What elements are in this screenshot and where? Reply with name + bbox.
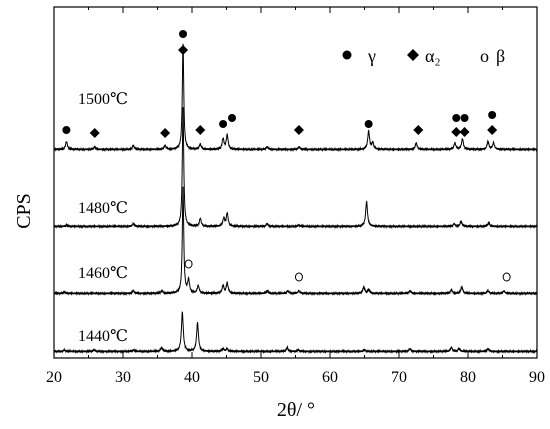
beta-marker (184, 259, 193, 269)
diffraction-traces: 1500℃ 1480℃ 1460℃ 1440℃ (53, 43, 537, 355)
x-tick-label-60: 60 (322, 369, 338, 386)
legend-beta-label: β (496, 46, 505, 66)
legend-gamma-marker (342, 50, 352, 60)
x-axis-title: 2θ/ ° (277, 399, 315, 421)
gamma-marker (62, 126, 71, 134)
alpha2-marker (487, 125, 498, 135)
trace-label-1: 1480℃ (78, 200, 128, 217)
legend-alpha2-marker (407, 49, 419, 61)
alpha2-marker (413, 125, 424, 135)
x-tick-label-50: 50 (253, 369, 269, 386)
trace-1 (53, 107, 537, 230)
x-tick-label-20: 20 (46, 369, 62, 386)
legend-alpha2-label: α₂ (425, 46, 441, 66)
alpha2-marker (459, 127, 470, 137)
x-tick-label-70: 70 (391, 369, 407, 386)
trace-0 (54, 43, 537, 153)
gamma-marker (228, 114, 237, 122)
trace-3 (54, 311, 537, 355)
x-tick-label-80: 80 (460, 369, 476, 386)
legend: γ α₂ o β (342, 46, 505, 66)
x-axis-ticks: 20 30 40 50 60 70 80 90 (46, 7, 545, 386)
legend-gamma-label: γ (367, 46, 376, 66)
gamma-marker (179, 30, 188, 38)
alpha2-marker (293, 125, 304, 135)
x-tick-label-90: 90 (529, 369, 545, 386)
alpha2-marker (178, 45, 189, 55)
y-axis-title: CPS (13, 193, 35, 229)
phase-markers (62, 30, 511, 282)
trace-label-3: 1440℃ (78, 328, 128, 345)
gamma-marker (488, 111, 497, 119)
gamma-marker (452, 114, 461, 122)
beta-marker (294, 272, 303, 282)
legend-beta-marker: o (480, 46, 489, 66)
alpha2-marker (451, 127, 462, 137)
beta-marker (502, 272, 511, 282)
trace-label-2: 1460℃ (78, 265, 128, 282)
gamma-marker (364, 120, 373, 128)
trace-2 (54, 186, 537, 297)
alpha2-marker (89, 128, 100, 138)
gamma-marker (460, 114, 469, 122)
alpha2-marker (195, 125, 206, 135)
trace-label-0: 1500℃ (78, 91, 128, 108)
plot-frame (53, 6, 538, 359)
x-tick-label-40: 40 (184, 369, 200, 386)
x-tick-label-30: 30 (115, 369, 131, 386)
alpha2-marker (160, 128, 171, 138)
gamma-marker (219, 120, 228, 128)
